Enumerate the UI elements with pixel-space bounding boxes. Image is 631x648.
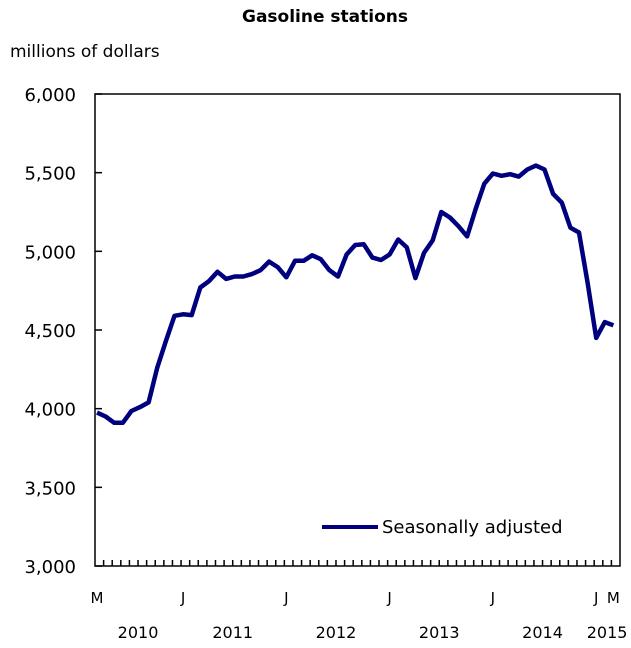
x-month-label: M <box>91 589 104 607</box>
x-year-label: 2014 <box>522 623 563 642</box>
x-year-label: 2013 <box>419 623 460 642</box>
legend-label: Seasonally adjusted <box>382 517 563 538</box>
y-axis-ticks: 3,000 3,500 4,000 4,500 5,000 5,500 6,000 <box>24 85 102 578</box>
y-tick-label: 5,500 <box>24 164 76 185</box>
x-axis-ticks <box>102 560 613 566</box>
y-tick-label: 4,500 <box>24 321 76 342</box>
x-month-label: J <box>490 589 495 607</box>
chart-title: Gasoline stations <box>242 7 408 27</box>
y-tick-label: 3,500 <box>24 478 76 499</box>
x-month-label: J <box>180 589 185 607</box>
y-axis-unit-label: millions of dollars <box>10 42 160 62</box>
x-month-label: M <box>607 589 620 607</box>
x-month-label: J <box>593 589 598 607</box>
plot-frame <box>94 93 621 567</box>
series-group <box>96 163 615 426</box>
legend: Seasonally adjusted <box>322 517 563 538</box>
x-month-label: J <box>283 589 288 607</box>
y-tick-label: 4,000 <box>24 400 76 421</box>
y-tick-label: 5,000 <box>24 242 76 263</box>
x-year-label: 2011 <box>212 623 253 642</box>
series-line <box>96 163 615 426</box>
x-year-label: 2010 <box>118 623 159 642</box>
y-tick-label: 6,000 <box>24 85 76 106</box>
x-year-label: 2012 <box>316 623 357 642</box>
y-tick-label: 3,000 <box>24 557 76 578</box>
x-year-label: 2015 <box>587 623 628 642</box>
x-month-label: J <box>386 589 391 607</box>
